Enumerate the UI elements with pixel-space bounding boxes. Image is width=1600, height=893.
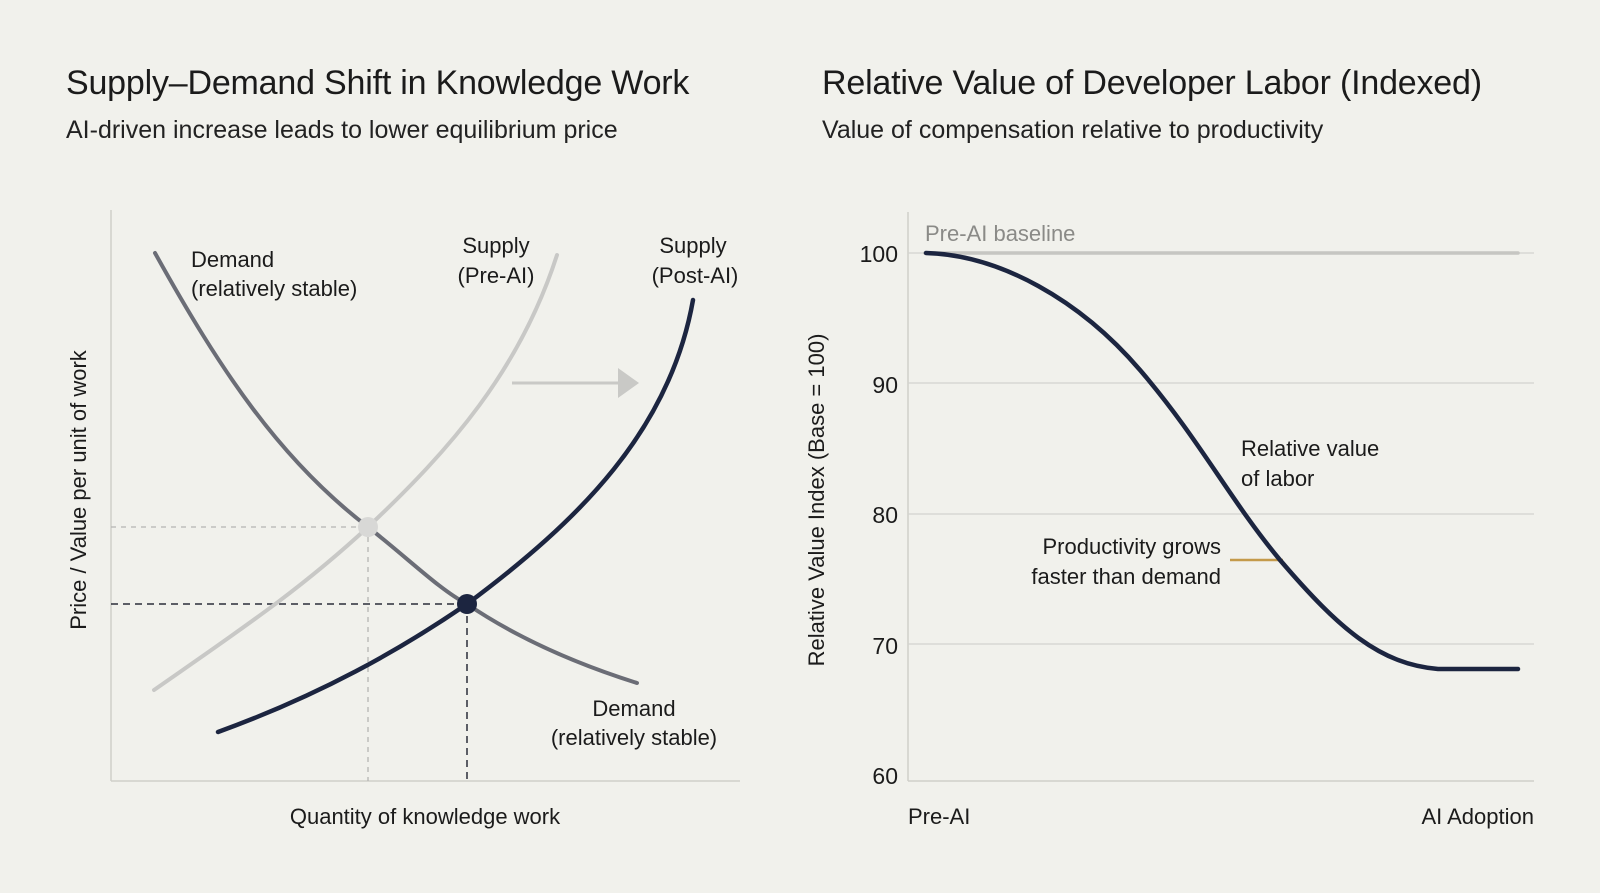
y-axis-label: Relative Value Index (Base = 100) — [804, 334, 829, 667]
right-chart-subtitle: Value of compensation relative to produc… — [822, 116, 1324, 144]
post-ai-equilibrium-point — [457, 594, 477, 614]
pre-ai-equilibrium-point — [358, 517, 378, 537]
supply-pre-label-1: Supply — [462, 233, 529, 258]
y-axis-label: Price / Value per unit of work — [66, 349, 91, 630]
ytick-60: 60 — [872, 763, 898, 789]
supply-post-ai-curve — [215, 297, 696, 735]
demand-top-label-1: Demand — [191, 247, 274, 272]
left-chart-title: Supply–Demand Shift in Knowledge Work — [66, 64, 690, 102]
supply-post-label-2: (Post-AI) — [652, 263, 739, 288]
annotation-label-1: Productivity grows — [1042, 534, 1221, 559]
ytick-70: 70 — [872, 633, 898, 659]
supply-demand-panel: Supply–Demand Shift in Knowledge Work AI… — [0, 0, 780, 893]
relative-value-curve — [923, 250, 1521, 672]
supply-pre-label-2: (Pre-AI) — [458, 263, 535, 288]
relative-value-chart: 100 90 80 70 60 Pre-AI baseline Relative… — [804, 212, 1534, 829]
demand-bottom-label-2: (relatively stable) — [551, 725, 717, 750]
ytick-80: 80 — [872, 502, 898, 528]
demand-top-label-2: (relatively stable) — [191, 276, 357, 301]
ytick-90: 90 — [872, 372, 898, 398]
curve-label-2: of labor — [1241, 466, 1314, 491]
relative-value-panel: Relative Value of Developer Labor (Index… — [780, 0, 1600, 893]
curve-label-1: Relative value — [1241, 436, 1379, 461]
ytick-100: 100 — [860, 241, 898, 267]
demand-curve — [153, 251, 639, 685]
demand-bottom-label-1: Demand — [592, 696, 675, 721]
supply-demand-chart: Demand (relatively stable) Supply (Pre-A… — [66, 210, 740, 829]
right-chart-title: Relative Value of Developer Labor (Index… — [822, 64, 1482, 102]
pre-ai-baseline-label: Pre-AI baseline — [925, 221, 1075, 246]
x-end-label: AI Adoption — [1421, 804, 1534, 829]
annotation-label-2: faster than demand — [1031, 564, 1221, 589]
left-chart-subtitle: AI-driven increase leads to lower equili… — [66, 116, 618, 144]
x-axis-label: Quantity of knowledge work — [290, 804, 561, 829]
x-start-label: Pre-AI — [908, 804, 970, 829]
supply-post-label-1: Supply — [659, 233, 726, 258]
